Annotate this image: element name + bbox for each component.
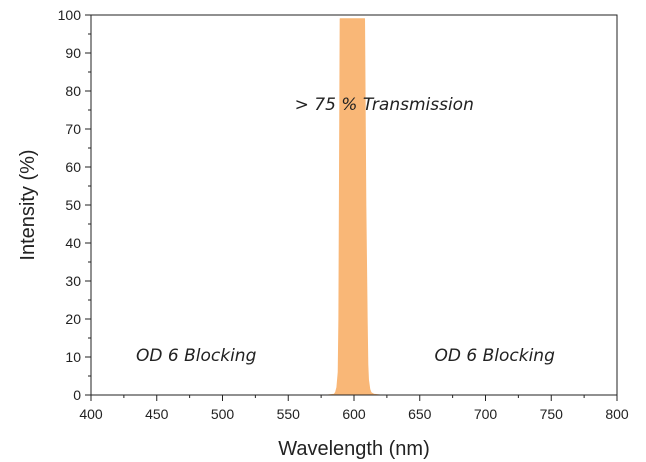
x-tick-label: 550 xyxy=(277,406,301,422)
transmission-area-0 xyxy=(90,18,618,396)
annotations: > 75 % Transmission OD 6 Blocking OD 6 Blo… xyxy=(136,95,555,366)
x-tick-label: 600 xyxy=(342,406,366,422)
y-tick-label: 80 xyxy=(65,83,81,99)
y-tick-label: 50 xyxy=(65,197,81,213)
y-tick-label: 90 xyxy=(65,45,81,61)
x-tick-label: 400 xyxy=(79,406,103,422)
x-tick-label: 800 xyxy=(605,406,629,422)
plot-area xyxy=(90,18,618,396)
annotation-label-2: OD 6 Blocking xyxy=(435,346,556,366)
y-tick-label: 60 xyxy=(65,159,81,175)
x-tick-label: 700 xyxy=(474,406,498,422)
y-tick-label: 100 xyxy=(58,7,82,23)
y-tick-label: 10 xyxy=(65,349,81,365)
annotation-label-0: > 75 % Transmission xyxy=(295,95,474,115)
y-tick-label: 0 xyxy=(73,387,81,403)
x-tick-label: 500 xyxy=(211,406,235,422)
y-axis-title: Intensity (%) xyxy=(17,149,39,260)
x-tick-label: 650 xyxy=(408,406,432,422)
y-tick-label: 70 xyxy=(65,121,81,137)
y-tick-label: 40 xyxy=(65,235,81,251)
x-axis-title: Wavelength (nm) xyxy=(278,438,430,460)
y-tick-label: 30 xyxy=(65,273,81,289)
axes: 0 10 20 30 40 50 60 70 80 90 100 400 450 500 550 600 650… xyxy=(58,7,629,422)
y-tick-label: 20 xyxy=(65,311,81,327)
annotation-label-1: OD 6 Blocking xyxy=(136,346,257,366)
x-tick-label: 750 xyxy=(540,406,564,422)
x-tick-label: 450 xyxy=(145,406,169,422)
